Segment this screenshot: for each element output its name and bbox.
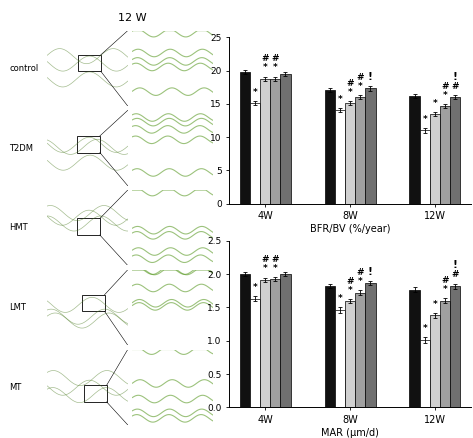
Text: #: #: [452, 82, 459, 91]
Bar: [440, 106, 450, 204]
Bar: [77, 219, 100, 235]
Text: *: *: [433, 300, 438, 309]
Bar: [355, 97, 365, 204]
Text: MT: MT: [9, 383, 22, 392]
Text: !: !: [368, 267, 373, 277]
Bar: [410, 290, 420, 407]
Bar: [335, 310, 345, 407]
Text: *: *: [433, 99, 438, 108]
Bar: [270, 279, 280, 407]
Bar: [250, 103, 260, 204]
Bar: [79, 55, 101, 71]
Text: *: *: [253, 88, 257, 97]
Text: HMT: HMT: [9, 223, 28, 232]
Text: *: *: [263, 265, 267, 273]
Bar: [420, 131, 430, 204]
Bar: [430, 315, 440, 407]
Bar: [420, 340, 430, 407]
Bar: [365, 283, 376, 407]
X-axis label: MAR (μm/d): MAR (μm/d): [321, 428, 379, 438]
Text: #: #: [346, 276, 354, 286]
Text: !: !: [368, 72, 373, 81]
Bar: [82, 295, 105, 311]
Text: *: *: [273, 64, 278, 72]
Text: control: control: [9, 64, 39, 73]
Text: #: #: [346, 79, 354, 88]
Text: *: *: [443, 91, 447, 100]
Bar: [450, 97, 460, 204]
Text: 12 W: 12 W: [118, 13, 147, 23]
Text: *: *: [348, 88, 352, 97]
Text: *: *: [263, 64, 267, 72]
Bar: [345, 103, 355, 204]
Bar: [240, 274, 250, 407]
Text: T2DM: T2DM: [9, 144, 34, 152]
Text: #: #: [441, 82, 449, 91]
Bar: [260, 279, 270, 407]
Text: *: *: [358, 82, 363, 91]
Bar: [440, 301, 450, 407]
Text: *: *: [358, 277, 363, 286]
Text: *: *: [273, 264, 278, 273]
X-axis label: BFR/BV (%/year): BFR/BV (%/year): [310, 224, 390, 234]
Bar: [280, 274, 290, 407]
Text: #: #: [357, 73, 364, 82]
Text: LMT: LMT: [9, 303, 26, 312]
Bar: [335, 110, 345, 204]
Bar: [250, 299, 260, 407]
Text: #: #: [272, 254, 279, 264]
Text: *: *: [422, 324, 427, 332]
Bar: [78, 136, 100, 152]
Text: #: #: [272, 54, 279, 63]
Bar: [324, 90, 335, 204]
Text: *: *: [253, 283, 257, 292]
Bar: [84, 385, 106, 402]
Bar: [240, 72, 250, 204]
Text: #: #: [441, 276, 449, 285]
Text: *: *: [337, 95, 342, 104]
Text: #: #: [357, 268, 364, 277]
Bar: [355, 293, 365, 407]
Text: *: *: [443, 285, 447, 294]
Text: #: #: [452, 270, 459, 279]
Bar: [324, 286, 335, 407]
Bar: [365, 88, 376, 204]
Bar: [430, 114, 440, 204]
Bar: [260, 78, 270, 204]
Text: !: !: [453, 260, 458, 270]
Text: #: #: [261, 54, 269, 63]
Bar: [345, 301, 355, 407]
Bar: [280, 74, 290, 204]
Text: #: #: [261, 255, 269, 264]
Bar: [450, 286, 460, 407]
Bar: [410, 96, 420, 204]
Text: *: *: [422, 115, 427, 124]
Text: *: *: [337, 294, 342, 303]
Text: !: !: [453, 72, 458, 82]
Text: *: *: [348, 286, 352, 295]
Bar: [270, 78, 280, 204]
